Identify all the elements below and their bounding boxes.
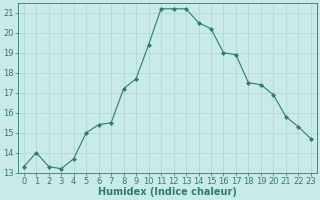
X-axis label: Humidex (Indice chaleur): Humidex (Indice chaleur) <box>98 187 237 197</box>
